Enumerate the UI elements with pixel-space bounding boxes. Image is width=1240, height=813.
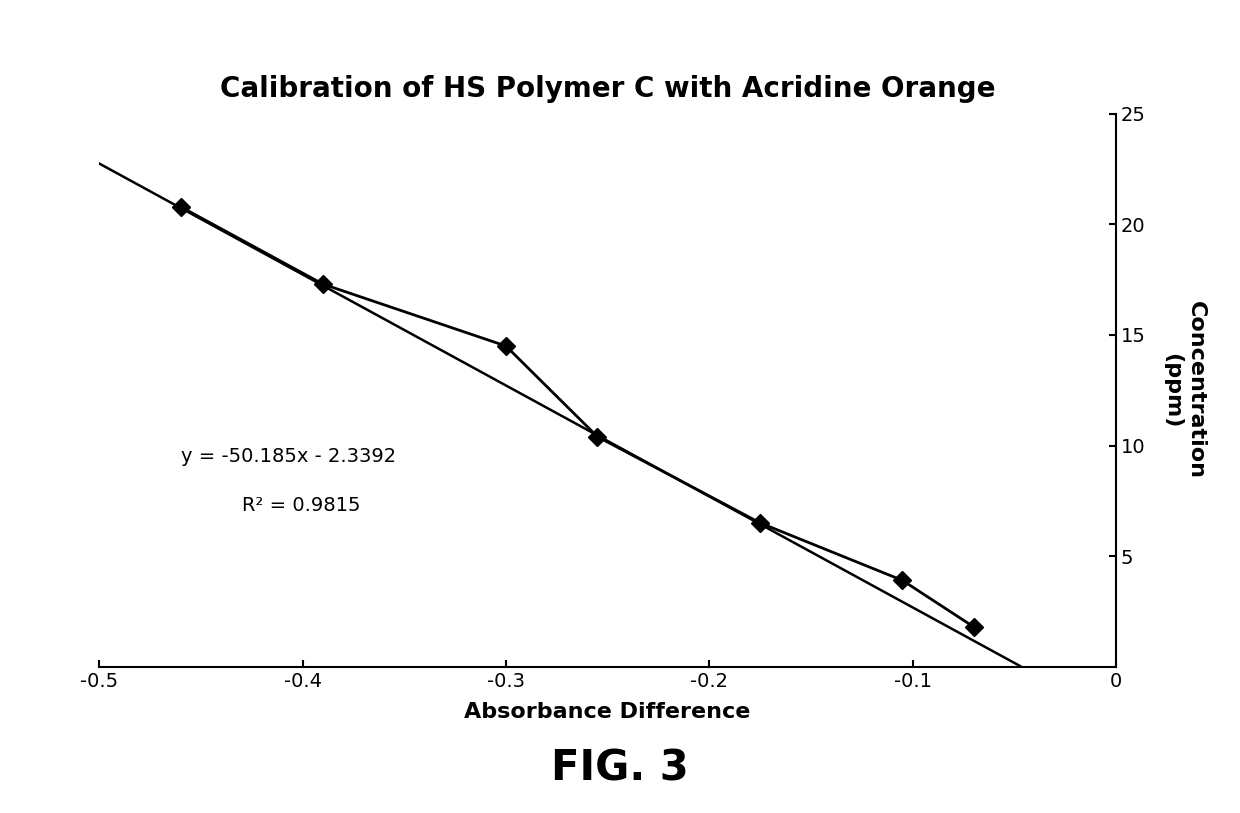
Y-axis label: Concentration
(ppm): Concentration (ppm) [1162,302,1205,479]
Text: FIG. 3: FIG. 3 [551,747,689,789]
Title: Calibration of HS Polymer C with Acridine Orange: Calibration of HS Polymer C with Acridin… [219,75,996,103]
Text: R² = 0.9815: R² = 0.9815 [242,496,360,515]
X-axis label: Absorbance Difference: Absorbance Difference [465,702,750,722]
Text: y = -50.185x - 2.3392: y = -50.185x - 2.3392 [181,447,396,466]
